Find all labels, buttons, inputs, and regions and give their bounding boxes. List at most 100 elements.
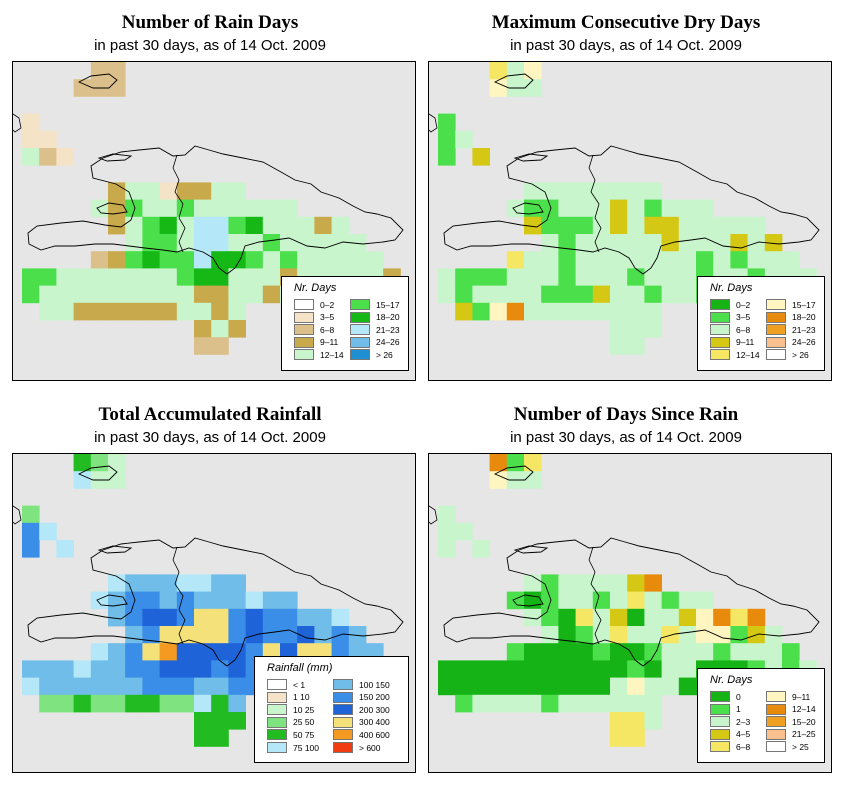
grid-cell [489, 677, 508, 696]
grid-cell [39, 677, 57, 696]
grid-cell [627, 608, 645, 627]
grid-cell [159, 574, 178, 592]
panel-title: Number of Rain Days [121, 12, 299, 33]
legend-label: 1 [736, 704, 741, 715]
grid-cell [747, 251, 766, 269]
legend-item: 0–2 [710, 299, 750, 310]
legend-item: 3–5 [710, 311, 750, 323]
legend-item: 15–17 [766, 299, 816, 310]
grid-cell [39, 302, 57, 321]
legend-swatch [267, 729, 287, 741]
grid-cell [22, 522, 40, 541]
legend-swatch [766, 336, 786, 348]
legend-label: 18–20 [376, 312, 400, 323]
grid-cell [438, 113, 456, 132]
grid-cell [211, 574, 229, 592]
grid-cell [262, 591, 281, 610]
grid-cell [90, 643, 109, 661]
legend-item: 0 [710, 691, 741, 702]
grid-cell [194, 643, 212, 661]
legend-item: 0–2 [294, 299, 334, 310]
legend-swatch [710, 324, 730, 336]
legend-item: 6–8 [710, 324, 750, 336]
panel-title: Maximum Consecutive Dry Days [491, 12, 761, 33]
grid-cell [627, 285, 645, 304]
grid-cell [644, 302, 662, 321]
grid-cell [489, 454, 508, 472]
grid-cell [455, 694, 473, 713]
grid-cell [194, 337, 212, 355]
legend-swatch [294, 324, 314, 336]
grid-cell [558, 234, 576, 252]
legend-item: 300 400 [333, 716, 390, 728]
legend-item: 12–14 [766, 703, 816, 715]
grid-cell [627, 182, 645, 200]
grid-cell [194, 302, 212, 321]
grid-cell [56, 677, 74, 696]
grid-cell [228, 320, 246, 338]
grid-cell [455, 522, 473, 541]
grid-cell [228, 216, 246, 235]
grid-cell [661, 285, 680, 304]
grid-cell [39, 268, 57, 286]
grid-cell [713, 626, 731, 644]
legend-label: 12–14 [792, 704, 816, 715]
grid-cell [558, 574, 576, 592]
grid-cell [73, 285, 92, 304]
grid-cell [644, 660, 662, 678]
panel-subtitle: in past 30 days, as of 14 Oct. 2009 [510, 429, 742, 446]
grid-cell [22, 113, 40, 132]
grid-cell [90, 660, 109, 678]
grid-cell [211, 694, 229, 713]
grid-cell [56, 148, 74, 166]
legend-label: > 25 [792, 741, 809, 752]
legend-swatch [710, 311, 730, 323]
legend-label: 21–25 [792, 729, 816, 740]
grid-cell [696, 199, 714, 218]
legend-item: 4–5 [710, 728, 750, 740]
legend-label: 0 [736, 691, 741, 702]
grid-cell [575, 574, 594, 592]
grid-cell [627, 268, 645, 286]
grid-cell [280, 608, 298, 627]
grid-cell [524, 643, 542, 661]
legend-item: 6–8 [294, 324, 334, 336]
grid-cell [678, 643, 697, 661]
grid-cell [176, 643, 195, 661]
grid-cell [56, 268, 74, 286]
legend-swatch [350, 336, 370, 348]
grid-cell [610, 626, 628, 644]
grid-cell [125, 216, 143, 235]
grid-cell [211, 234, 229, 252]
grid-cell [228, 302, 246, 321]
grid-cell [678, 234, 697, 252]
grid-cell [176, 660, 195, 678]
grid-cell [558, 251, 576, 269]
grid-cell [90, 302, 109, 321]
legend-label: 1 10 [293, 692, 310, 703]
grid-cell [575, 199, 594, 218]
legend-title: Nr. Days [710, 282, 753, 294]
grid-cell [661, 626, 680, 644]
legend-label: 12–14 [736, 349, 760, 360]
grid-cell [228, 643, 246, 661]
grid-cell [348, 626, 367, 644]
grid-cell [627, 320, 645, 338]
grid-cell [524, 471, 542, 489]
grid-cell [438, 268, 456, 286]
grid-cell [245, 591, 264, 610]
grid-cell [661, 199, 680, 218]
grid-cell [125, 660, 143, 678]
legend-rainfall: Rainfall (mm) < 1 1 10 10 25 25 50 50 75 75 10… [254, 656, 409, 763]
grid-cell [575, 591, 594, 610]
grid-cell [56, 660, 74, 678]
grid-cell [108, 574, 126, 592]
grid-cell [438, 677, 456, 696]
grid-cell [730, 643, 748, 661]
grid-cell [438, 505, 456, 524]
grid-cell [142, 216, 160, 235]
grid-cell [610, 712, 628, 730]
grid-cell [558, 660, 576, 678]
grid-cell [558, 302, 576, 321]
legend-item: 75 100 [267, 742, 319, 753]
